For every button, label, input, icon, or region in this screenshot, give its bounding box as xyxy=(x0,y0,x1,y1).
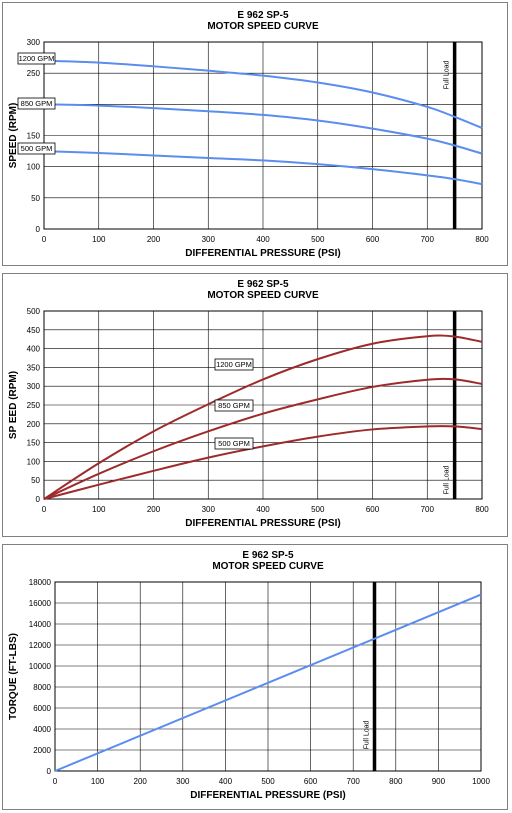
plot-frame xyxy=(43,41,483,230)
y-tick-label: 14000 xyxy=(29,620,52,629)
y-tick-label: 200 xyxy=(27,420,41,429)
y-axis-title: SP EED (RPM) xyxy=(8,371,19,439)
series-label-box xyxy=(214,358,254,371)
x-tick-label: 200 xyxy=(134,777,148,786)
x-tick-label: 600 xyxy=(366,505,380,514)
chart-subtitle: MOTOR SPEED CURVE xyxy=(212,561,324,572)
y-tick-label: 450 xyxy=(27,326,41,335)
chart-title: E 962 SP-5 xyxy=(242,550,294,561)
series-label-box xyxy=(17,142,56,155)
chart-title: E 962 SP-5 xyxy=(237,10,289,21)
y-tick-label: 250 xyxy=(27,401,41,410)
y-tick-label: 50 xyxy=(31,476,40,485)
series-line-500-gpm xyxy=(43,425,483,500)
x-tick-label: 300 xyxy=(202,235,216,244)
x-tick-label: 400 xyxy=(256,505,270,514)
x-axis-title: DIFFERENTIAL PRESSURE (PSI) xyxy=(185,518,340,529)
chart-subtitle: MOTOR SPEED CURVE xyxy=(207,290,319,301)
x-tick-label: 0 xyxy=(53,777,58,786)
x-tick-label: 600 xyxy=(366,235,380,244)
chart-title: E 962 SP-5 xyxy=(237,279,289,290)
x-axis-title: DIFFERENTIAL PRESSURE (PSI) xyxy=(185,248,340,259)
x-axis-title: DIFFERENTIAL PRESSURE (PSI) xyxy=(190,790,345,801)
full-load-label: Full Load xyxy=(444,465,451,494)
series-label: 850 GPM xyxy=(21,99,53,108)
x-tick-label: 500 xyxy=(311,235,325,244)
y-tick-label: 100 xyxy=(27,163,41,172)
plot-frame xyxy=(43,310,483,500)
series-label-box xyxy=(214,437,254,450)
y-tick-label: 500 xyxy=(27,307,41,316)
y-tick-label: 2000 xyxy=(33,746,51,755)
x-tick-label: 700 xyxy=(347,777,361,786)
series-line-850-gpm xyxy=(43,103,483,155)
x-tick-label: 400 xyxy=(256,235,270,244)
x-tick-label: 800 xyxy=(389,777,403,786)
y-tick-label: 12000 xyxy=(29,641,52,650)
series-label-box xyxy=(214,399,254,412)
x-tick-label: 300 xyxy=(202,505,216,514)
x-tick-label: 700 xyxy=(421,505,435,514)
x-tick-label: 200 xyxy=(147,235,161,244)
series-label: 500 GPM xyxy=(218,439,250,448)
series-label: 1200 GPM xyxy=(19,54,55,63)
y-axis-title: TORQUE (FT-LBS) xyxy=(8,633,19,720)
y-tick-label: 16000 xyxy=(29,599,52,608)
chart-panel-2: E 962 SP-5 MOTOR SPEED CURVE 0 100 200 300 400… xyxy=(2,273,508,537)
series-line-torque xyxy=(54,593,482,772)
y-axis-title: SPEED (RPM) xyxy=(8,103,19,169)
y-tick-label: 0 xyxy=(36,495,41,504)
full-load-label: Full Load xyxy=(444,60,451,89)
x-tick-label: 500 xyxy=(261,777,275,786)
y-tick-label: 350 xyxy=(27,363,41,372)
y-tick-label: 0 xyxy=(36,225,41,234)
x-tick-label: 1000 xyxy=(472,777,490,786)
chart-subtitle: MOTOR SPEED CURVE xyxy=(207,21,319,32)
full-load-label: Full Load xyxy=(364,720,371,749)
series-label: 1200 GPM xyxy=(216,360,252,369)
y-tick-label: 10000 xyxy=(29,662,52,671)
y-tick-label: 0 xyxy=(47,767,52,776)
chart-panel-3: E 962 SP-5 MOTOR SPEED CURVE 0 100 200 300 400… xyxy=(2,544,508,810)
y-tick-label: 8000 xyxy=(33,683,51,692)
x-tick-label: 200 xyxy=(147,505,161,514)
y-tick-label: 300 xyxy=(27,382,41,391)
chart-panel-1: E 962 SP-5 MOTOR SPEED CURVE 0 100 200 300 400… xyxy=(2,2,508,266)
x-tick-label: 100 xyxy=(92,235,106,244)
y-tick-label: 150 xyxy=(27,439,41,448)
x-tick-label: 100 xyxy=(91,777,105,786)
x-tick-label: 100 xyxy=(92,505,106,514)
y-tick-label: 4000 xyxy=(33,725,51,734)
y-tick-label: 400 xyxy=(27,345,41,354)
x-tick-label: 0 xyxy=(42,505,47,514)
series-line-500-gpm xyxy=(43,150,483,186)
x-tick-label: 900 xyxy=(432,777,446,786)
y-tick-label: 50 xyxy=(31,194,40,203)
y-tick-label: 250 xyxy=(27,69,41,78)
x-tick-label: 700 xyxy=(421,235,435,244)
y-tick-label: 100 xyxy=(27,457,41,466)
series-label: 500 GPM xyxy=(21,144,53,153)
series-line-1200-gpm xyxy=(43,334,483,500)
y-tick-label: 18000 xyxy=(29,578,52,587)
x-tick-label: 500 xyxy=(311,505,325,514)
x-tick-label: 400 xyxy=(219,777,233,786)
series-line-1200-gpm xyxy=(43,59,483,129)
y-tick-label: 150 xyxy=(27,132,41,141)
x-tick-label: 800 xyxy=(475,505,489,514)
y-tick-label: 300 xyxy=(27,38,41,47)
series-label-box xyxy=(17,97,56,110)
y-tick-label: 6000 xyxy=(33,704,51,713)
series-line-850-gpm xyxy=(43,377,483,500)
x-tick-label: 600 xyxy=(304,777,318,786)
x-tick-label: 800 xyxy=(475,235,489,244)
x-tick-label: 0 xyxy=(42,235,47,244)
x-tick-label: 300 xyxy=(176,777,190,786)
series-label: 850 GPM xyxy=(218,401,250,410)
plot-frame xyxy=(54,581,482,772)
series-label-box xyxy=(17,52,56,65)
